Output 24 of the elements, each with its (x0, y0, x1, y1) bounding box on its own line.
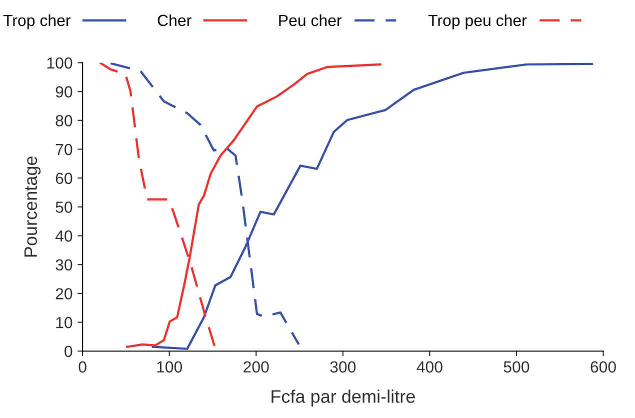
y-tick-label: 50 (56, 202, 72, 213)
legend-label: Trop peu cher (428, 14, 527, 30)
x-tick-label: 500 (504, 361, 530, 373)
y-tick-label: 60 (56, 172, 72, 184)
x-axis-title: Fcfa par demi-litre (272, 390, 415, 406)
y-tick-label: 90 (56, 86, 72, 98)
y-tick-label: 40 (55, 230, 72, 242)
y-tick-label: 20 (56, 288, 72, 300)
y-tick-label: 10 (56, 316, 72, 328)
y-axis-title: Pourcentage (24, 156, 41, 257)
y-tick-label: 30 (56, 259, 72, 271)
legend-label: Peu cher (279, 14, 342, 26)
y-tick-label: 80 (56, 115, 72, 126)
x-tick-label: 300 (330, 361, 356, 373)
legend-label: Cher (158, 14, 192, 26)
x-tick-label: 400 (416, 361, 442, 373)
y-tick-label: 70 (56, 144, 72, 156)
y-tick-label: 100 (47, 57, 72, 69)
x-tick-label: 0 (78, 361, 86, 373)
x-tick-label: 600 (590, 361, 616, 373)
legend-label: Trop cher (3, 14, 70, 30)
x-tick-label: 100 (157, 361, 182, 373)
y-tick-label: 0 (64, 346, 72, 358)
x-tick-label: 200 (244, 361, 269, 373)
